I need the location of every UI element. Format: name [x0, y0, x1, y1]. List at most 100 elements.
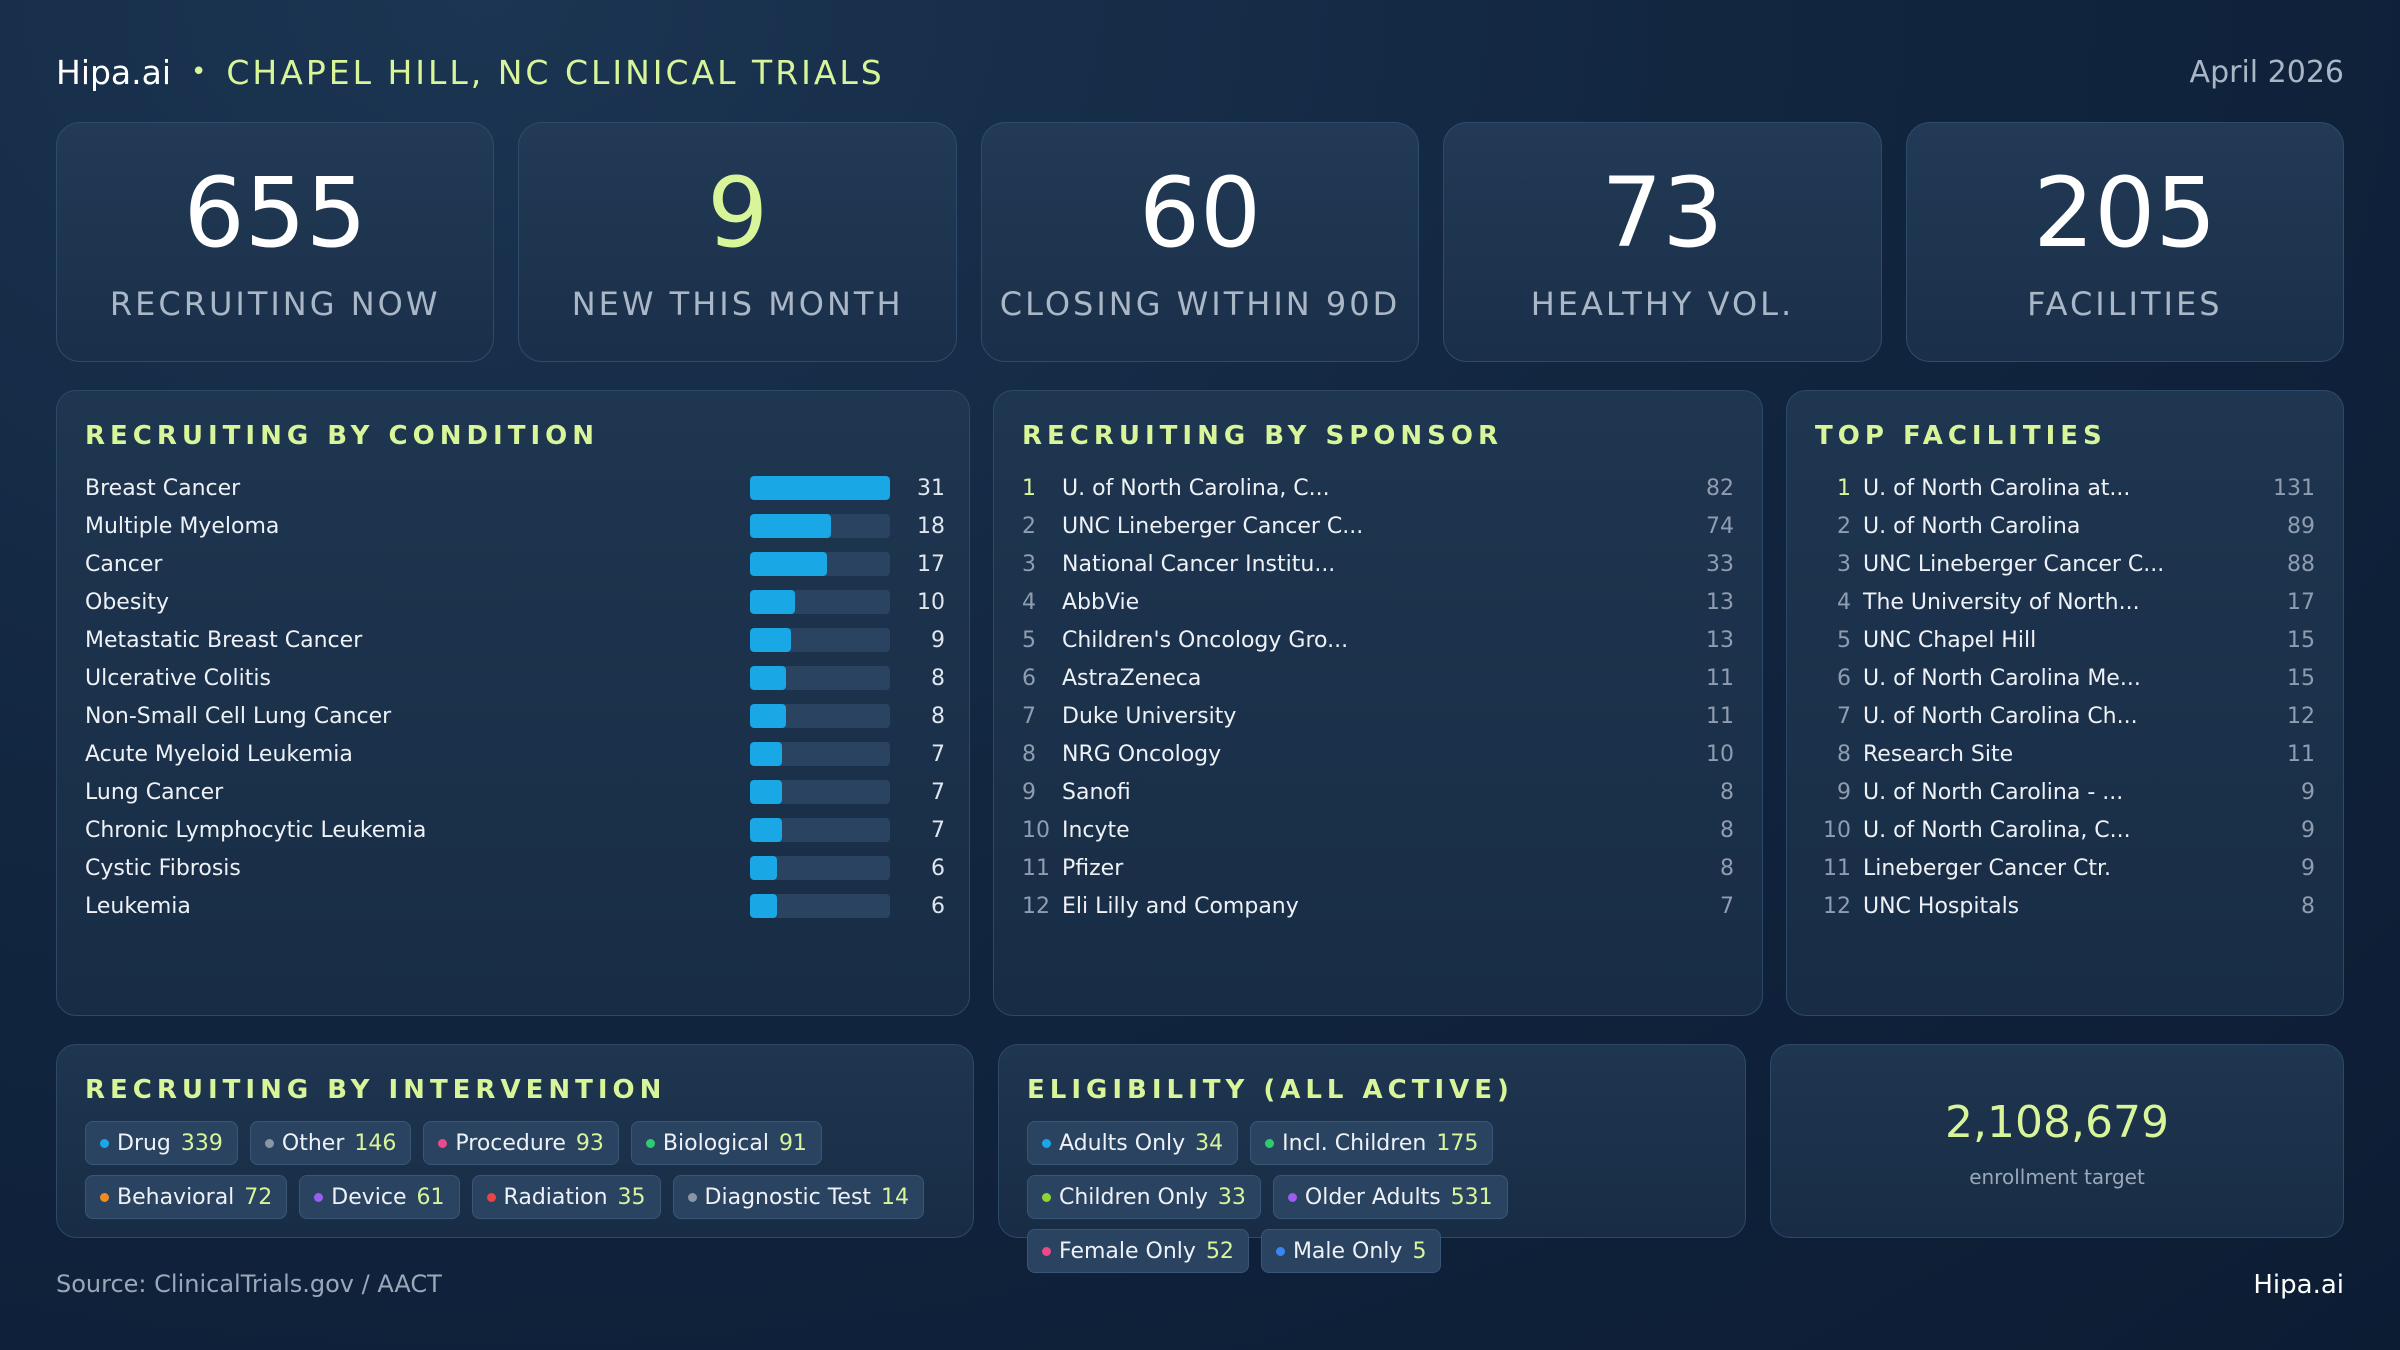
eligibility-chip[interactable]: Adults Only 34	[1027, 1121, 1239, 1165]
facility-count: 9	[2301, 855, 2315, 881]
panel-title: RECRUITING BY SPONSOR	[1022, 421, 1503, 451]
sponsor-row[interactable]: 4 AbbVie 13	[1022, 583, 1734, 621]
eligibility-chip[interactable]: Female Only 52	[1027, 1229, 1249, 1273]
kpi-card-new: 9 NEW THIS MONTH	[518, 122, 957, 362]
facility-count: 15	[2287, 627, 2315, 653]
eligibility-chip[interactable]: Male Only 5	[1260, 1229, 1442, 1273]
facility-row[interactable]: 12 UNC Hospitals 8	[1815, 887, 2315, 925]
sponsor-row[interactable]: 7 Duke University 11	[1022, 697, 1734, 735]
sponsor-list: 1 U. of North Carolina, C... 82 2 UNC Linebe…	[1022, 469, 1734, 925]
condition-bar-track	[750, 514, 890, 538]
condition-row[interactable]: Non-Small Cell Lung Cancer 8	[85, 697, 945, 735]
separator-dot: •	[191, 57, 207, 87]
condition-count: 6	[931, 893, 945, 919]
intervention-value: 72	[244, 1184, 273, 1210]
facility-row[interactable]: 9 U. of North Carolina - ... 9	[1815, 773, 2315, 811]
condition-name: Multiple Myeloma	[85, 513, 280, 539]
sponsor-row[interactable]: 1 U. of North Carolina, C... 82	[1022, 469, 1734, 507]
kpi-card-healthy: 73 HEALTHY VOL.	[1443, 122, 1882, 362]
condition-bar-track	[750, 666, 890, 690]
sponsor-name: U. of North Carolina, C...	[1062, 475, 1330, 501]
facility-row[interactable]: 5 UNC Chapel Hill 15	[1815, 621, 2315, 659]
condition-bar	[750, 818, 782, 842]
intervention-label: Drug	[117, 1130, 171, 1156]
condition-count: 31	[917, 475, 945, 501]
sponsor-row[interactable]: 8 NRG Oncology 10	[1022, 735, 1734, 773]
condition-row[interactable]: Chronic Lymphocytic Leukemia 7	[85, 811, 945, 849]
sponsor-row[interactable]: 10 Incyte 8	[1022, 811, 1734, 849]
facility-rank: 8	[1837, 741, 1851, 767]
intervention-panel: RECRUITING BY INTERVENTION Drug 339 Other 1…	[56, 1044, 974, 1238]
sponsor-name: Duke University	[1062, 703, 1237, 729]
color-dot-icon	[314, 1192, 324, 1202]
intervention-chip[interactable]: Procedure 93	[423, 1121, 619, 1165]
condition-name: Ulcerative Colitis	[85, 665, 271, 691]
color-dot-icon	[100, 1192, 109, 1202]
color-dot-icon	[1042, 1138, 1051, 1148]
condition-row[interactable]: Acute Myeloid Leukemia 7	[85, 735, 945, 773]
sponsor-rank: 6	[1022, 665, 1036, 691]
eligibility-chip[interactable]: Children Only 33	[1027, 1175, 1261, 1219]
panel-title: RECRUITING BY CONDITION	[85, 421, 599, 451]
sponsor-count: 11	[1706, 665, 1734, 691]
condition-row[interactable]: Breast Cancer 31	[85, 469, 945, 507]
intervention-chip[interactable]: Device 61	[299, 1175, 460, 1219]
facility-row[interactable]: 2 U. of North Carolina 89	[1815, 507, 2315, 545]
sponsor-count: 82	[1706, 475, 1734, 501]
facility-row[interactable]: 11 Lineberger Cancer Ctr. 9	[1815, 849, 2315, 887]
facility-row[interactable]: 8 Research Site 11	[1815, 735, 2315, 773]
facility-count: 9	[2301, 817, 2315, 843]
intervention-label: Radiation	[503, 1184, 608, 1210]
sponsor-rank: 10	[1022, 817, 1050, 843]
intervention-value: 35	[617, 1184, 646, 1210]
facility-row[interactable]: 10 U. of North Carolina, C... 9	[1815, 811, 2315, 849]
condition-row[interactable]: Obesity 10	[85, 583, 945, 621]
eligibility-chip[interactable]: Incl. Children 175	[1250, 1121, 1494, 1165]
condition-name: Cancer	[85, 551, 163, 577]
intervention-chip[interactable]: Diagnostic Test 14	[672, 1175, 925, 1219]
sponsor-name: Children's Oncology Gro...	[1062, 627, 1349, 653]
eligibility-value: 33	[1217, 1184, 1246, 1210]
kpi-label: FACILITIES	[2027, 285, 2223, 323]
facility-row[interactable]: 4 The University of North... 17	[1815, 583, 2315, 621]
sponsor-row[interactable]: 2 UNC Lineberger Cancer C... 74	[1022, 507, 1734, 545]
condition-row[interactable]: Cystic Fibrosis 6	[85, 849, 945, 887]
intervention-chip[interactable]: Radiation 35	[471, 1175, 661, 1219]
sponsor-row[interactable]: 5 Children's Oncology Gro... 13	[1022, 621, 1734, 659]
sponsor-rank: 5	[1022, 627, 1036, 653]
facility-rank: 6	[1837, 665, 1851, 691]
header: Hipa.ai • CHAPEL HILL, NC CLINICAL TRIAL…	[56, 48, 2344, 96]
condition-row[interactable]: Cancer 17	[85, 545, 945, 583]
color-dot-icon	[645, 1138, 655, 1148]
facility-row[interactable]: 1 U. of North Carolina at... 131	[1815, 469, 2315, 507]
facility-row[interactable]: 3 UNC Lineberger Cancer C... 88	[1815, 545, 2315, 583]
facility-rank: 10	[1823, 817, 1851, 843]
facility-row[interactable]: 6 U. of North Carolina Me... 15	[1815, 659, 2315, 697]
facility-row[interactable]: 7 U. of North Carolina Ch... 12	[1815, 697, 2315, 735]
sponsor-row[interactable]: 6 AstraZeneca 11	[1022, 659, 1734, 697]
sponsor-row[interactable]: 12 Eli Lilly and Company 7	[1022, 887, 1734, 925]
sponsor-count: 8	[1720, 779, 1734, 805]
kpi-row: 655 RECRUITING NOW 9 NEW THIS MONTH 60 C…	[56, 122, 2345, 362]
sponsor-row[interactable]: 11 Pfizer 8	[1022, 849, 1734, 887]
sponsor-row[interactable]: 3 National Cancer Institu... 33	[1022, 545, 1734, 583]
condition-bar	[750, 742, 782, 766]
intervention-chip[interactable]: Other 146	[249, 1121, 412, 1165]
intervention-chip[interactable]: Drug 339	[85, 1121, 238, 1165]
enrollment-value: 2,108,679	[1945, 1097, 2169, 1148]
intervention-chip[interactable]: Behavioral 72	[85, 1175, 288, 1219]
condition-row[interactable]: Ulcerative Colitis 8	[85, 659, 945, 697]
intervention-value: 93	[575, 1130, 604, 1156]
sponsor-rank: 3	[1022, 551, 1036, 577]
condition-row[interactable]: Lung Cancer 7	[85, 773, 945, 811]
color-dot-icon	[687, 1192, 697, 1202]
condition-bar-track	[750, 780, 890, 804]
sponsor-row[interactable]: 9 Sanofi 8	[1022, 773, 1734, 811]
eligibility-chip[interactable]: Older Adults 531	[1272, 1175, 1508, 1219]
intervention-chip[interactable]: Biological 91	[630, 1121, 822, 1165]
condition-row[interactable]: Metastatic Breast Cancer 9	[85, 621, 945, 659]
sponsor-count: 8	[1720, 817, 1734, 843]
enrollment-panel: 2,108,679 enrollment target	[1770, 1044, 2344, 1238]
condition-row[interactable]: Multiple Myeloma 18	[85, 507, 945, 545]
condition-row[interactable]: Leukemia 6	[85, 887, 945, 925]
